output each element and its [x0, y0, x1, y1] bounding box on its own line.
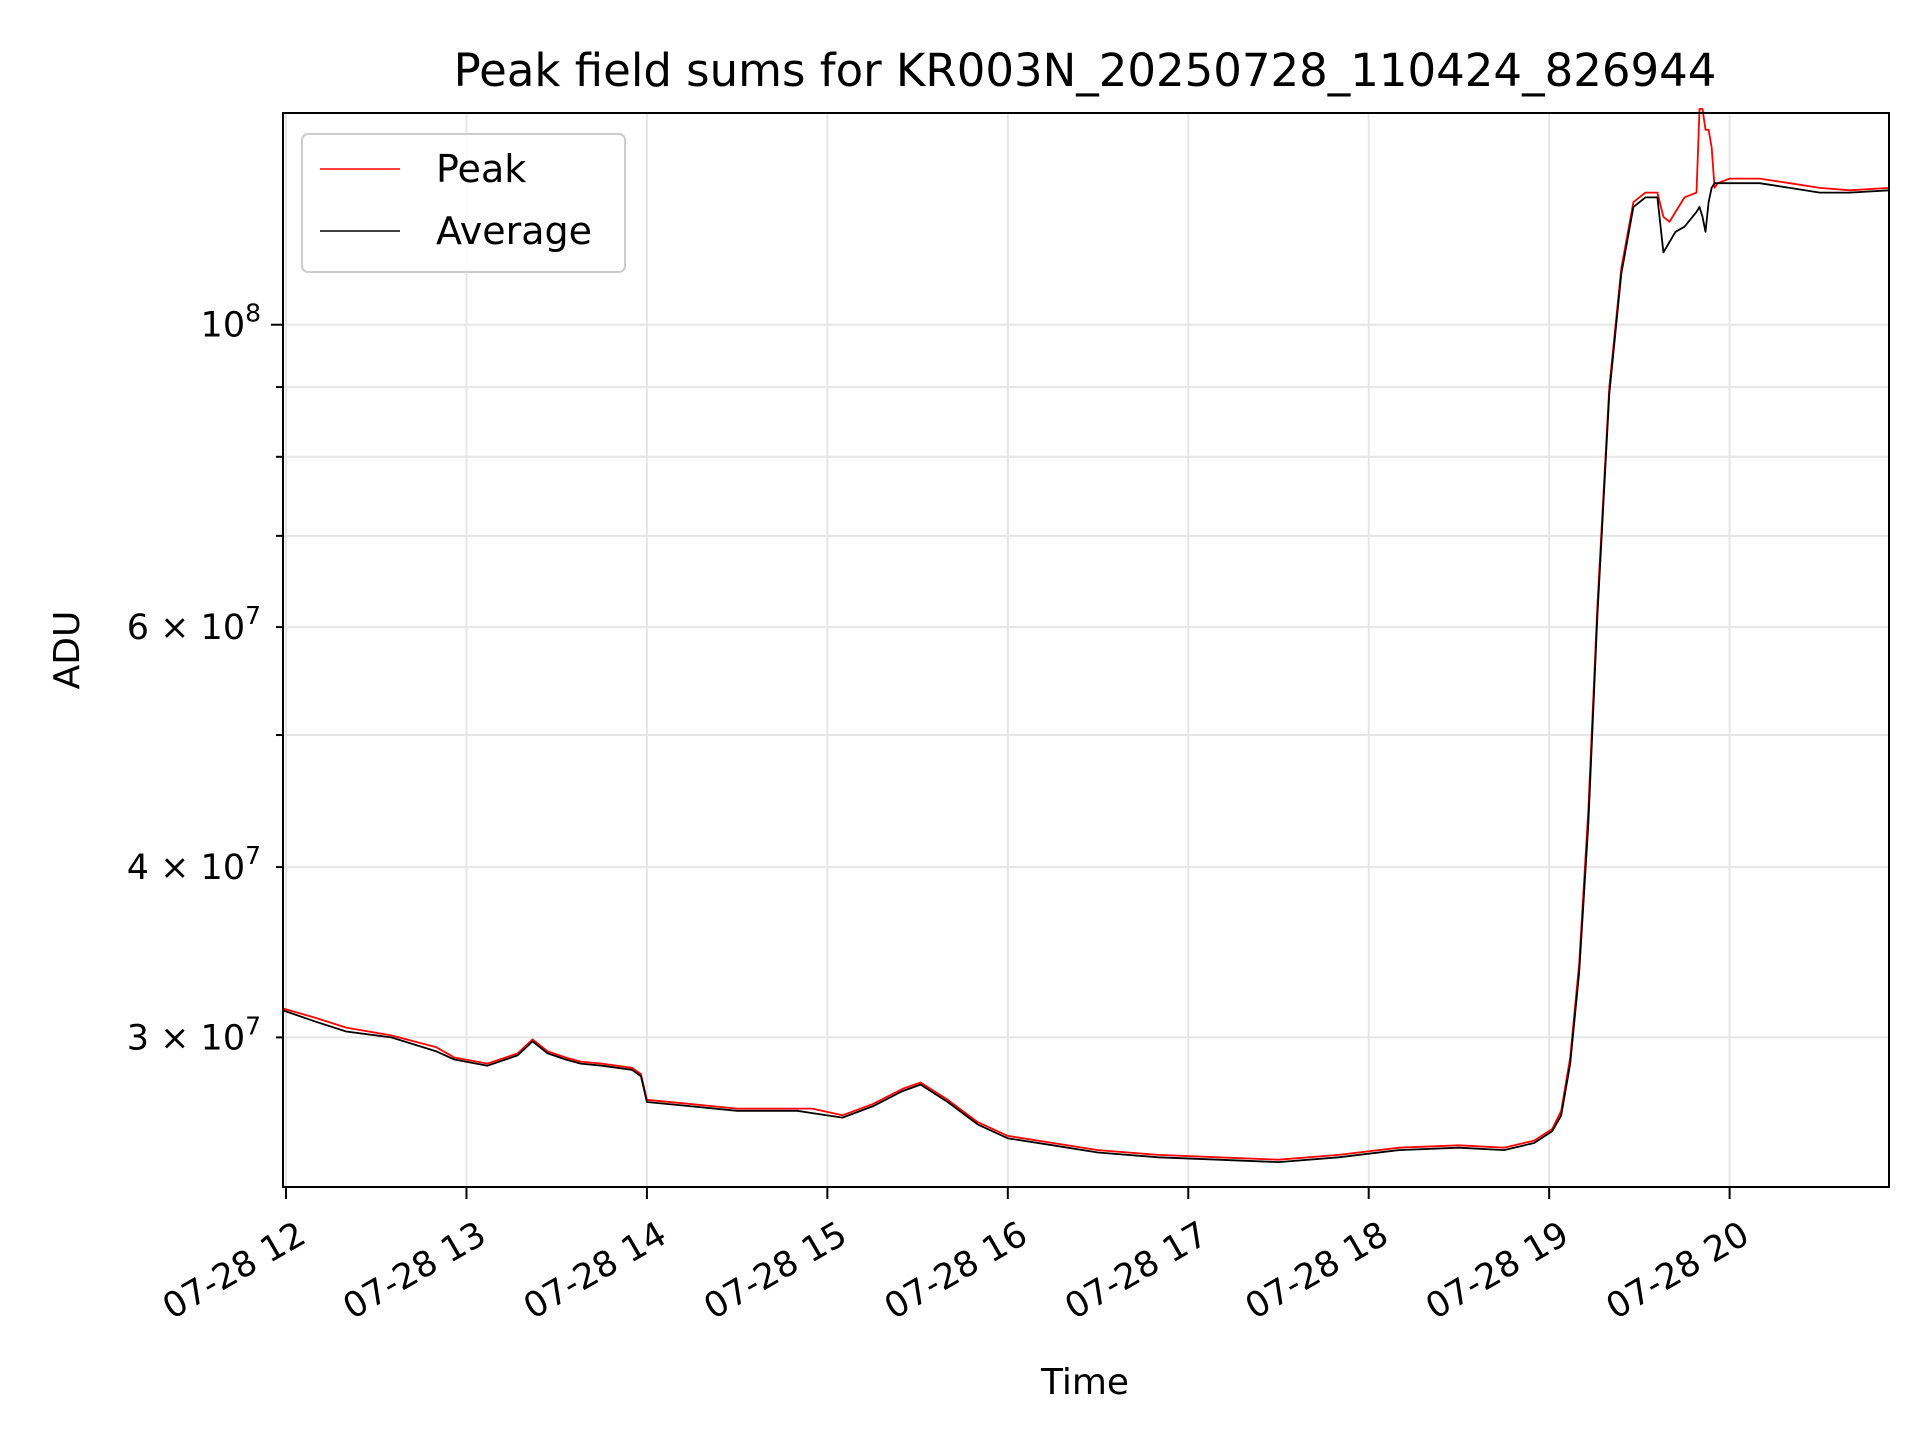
y-tick-mantissa: 3 × 10 — [127, 1018, 245, 1058]
y-tick-exponent: 8 — [245, 299, 261, 328]
series-line-average — [282, 182, 1890, 1163]
legend: Peak Average — [301, 133, 626, 273]
x-axis-label: Time — [1040, 1362, 1129, 1403]
y-tick-exponent: 7 — [245, 841, 261, 870]
y-tick-mantissa: 10 — [201, 306, 246, 346]
legend-average-label: Average — [436, 209, 592, 253]
plot-frame — [282, 112, 1890, 1188]
y-tick-exponent: 7 — [245, 1011, 261, 1040]
chart-title: Peak field sums for KR003N_20250728_1104… — [454, 44, 1717, 97]
y-tick-exponent: 7 — [245, 601, 261, 630]
y-tick-label: 3 × 107 — [127, 1011, 261, 1058]
y-tick-label: 4 × 107 — [127, 841, 261, 888]
y-tick-label: 108 — [201, 299, 261, 346]
grid — [283, 113, 1889, 1187]
y-axis-label: ADU — [47, 611, 88, 690]
y-tick-mantissa: 6 × 10 — [127, 608, 245, 648]
y-tick-label: 6 × 107 — [127, 601, 261, 648]
y-tick-mantissa: 4 × 10 — [127, 848, 245, 888]
legend-peak-label: Peak — [436, 147, 526, 191]
